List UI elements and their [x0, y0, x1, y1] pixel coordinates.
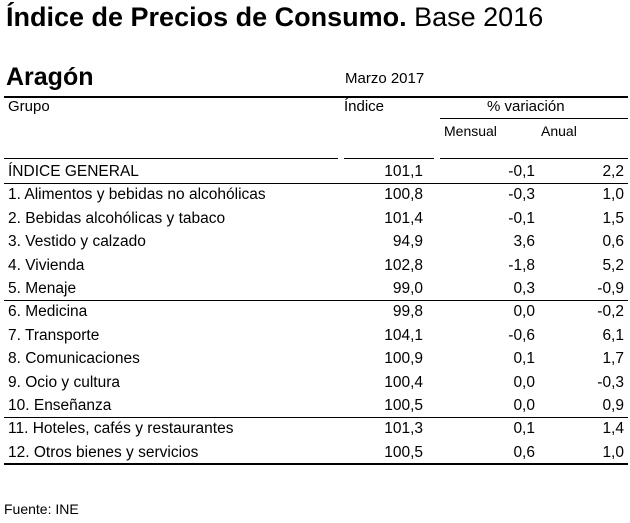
row-monthly: -0,1 — [508, 163, 535, 180]
row-monthly: 0,0 — [513, 373, 535, 391]
row-name: 5. Menaje — [8, 280, 77, 297]
header-bottom-rule — [4, 158, 338, 159]
table-row: 5. Menaje 99,0 0,3 -0,9 — [0, 277, 630, 300]
header-index: Índice — [344, 98, 385, 115]
row-annual: -0,3 — [597, 373, 624, 391]
row-monthly: 3,6 — [513, 233, 535, 251]
row-monthly: 0,6 — [513, 443, 535, 461]
row-monthly: -0,3 — [508, 186, 535, 204]
row-index: 94,9 — [392, 233, 423, 251]
row-index: 99,0 — [392, 280, 423, 297]
row-monthly: 0,0 — [513, 397, 535, 414]
row-separator — [4, 417, 628, 418]
row-annual: 1,4 — [602, 420, 624, 438]
row-index: 100,4 — [384, 373, 423, 391]
table-row: 3. Vestido y calzado 94,9 3,6 0,6 — [0, 230, 630, 253]
row-name: 6. Medicina — [8, 303, 88, 321]
row-annual: 2,2 — [602, 163, 624, 180]
table-row: 7. Transporte 104,1 -0,6 6,1 — [0, 324, 630, 347]
row-index: 101,3 — [384, 420, 423, 438]
page-title: Índice de Precios de Consumo. Base 2016 — [6, 2, 543, 33]
row-monthly: 0,0 — [513, 303, 535, 321]
table-row: 4. Vivienda 102,8 -1,8 5,2 — [0, 254, 630, 277]
row-index: 100,5 — [384, 397, 423, 414]
row-annual: 6,1 — [602, 326, 624, 344]
table-row: 8. Comunicaciones 100,9 0,1 1,7 — [0, 347, 630, 370]
region-label: Aragón — [6, 63, 94, 91]
row-name: 7. Transporte — [8, 326, 100, 344]
table-row: 12. Otros bienes y servicios 100,5 0,6 1,0 — [0, 441, 630, 464]
row-annual: 0,9 — [602, 397, 624, 414]
header-monthly: Mensual — [444, 123, 497, 139]
table-row: ÍNDICE GENERAL 101,1 -0,1 2,2 — [0, 160, 630, 183]
table-row: 11. Hoteles, cafés y restaurantes 101,3 0,… — [0, 417, 630, 440]
row-name: 10. Enseñanza — [8, 397, 112, 414]
header-group: Grupo — [8, 98, 50, 115]
variation-rule — [440, 118, 628, 119]
row-name: ÍNDICE GENERAL — [8, 163, 139, 180]
row-index: 102,8 — [384, 256, 423, 274]
table-row: 2. Bebidas alcohólicas y tabaco 101,4 -0,1… — [0, 207, 630, 230]
row-index: 101,4 — [384, 209, 423, 227]
row-annual: 1,7 — [602, 350, 624, 368]
row-monthly: -1,8 — [508, 256, 535, 274]
row-monthly: -0,6 — [508, 326, 535, 344]
row-index: 100,5 — [384, 443, 423, 461]
row-index: 99,8 — [392, 303, 423, 321]
row-name: 1. Alimentos y bebidas no alcohólicas — [8, 186, 266, 204]
row-monthly: -0,1 — [508, 209, 535, 227]
row-name: 4. Vivienda — [8, 256, 85, 274]
table-top-rule — [4, 96, 628, 98]
row-index: 100,9 — [384, 350, 423, 368]
row-name: 3. Vestido y calzado — [8, 233, 146, 251]
title-base: Base 2016 — [414, 2, 544, 32]
header-variation: % variación — [487, 98, 565, 115]
table-row: 10. Enseñanza 100,5 0,0 0,9 — [0, 394, 630, 417]
row-annual: 1,0 — [602, 186, 624, 204]
header-bottom-rule — [344, 158, 434, 159]
row-name: 2. Bebidas alcohólicas y tabaco — [8, 209, 226, 227]
title-main: Índice de Precios de Consumo. — [6, 2, 407, 32]
period-label: Marzo 2017 — [345, 70, 425, 87]
row-annual: 5,2 — [602, 256, 624, 274]
header-bottom-rule — [440, 158, 628, 159]
row-annual: 1,0 — [602, 443, 624, 461]
row-monthly: 0,3 — [513, 280, 535, 297]
row-separator — [4, 183, 628, 184]
row-monthly: 0,1 — [513, 350, 535, 368]
table-row: 1. Alimentos y bebidas no alcohólicas 100… — [0, 183, 630, 206]
row-name: 9. Ocio y cultura — [8, 373, 120, 391]
row-index: 100,8 — [384, 186, 423, 204]
row-name: 12. Otros bienes y servicios — [8, 443, 199, 461]
row-name: 8. Comunicaciones — [8, 350, 140, 368]
row-name: 11. Hoteles, cafés y restaurantes — [8, 420, 234, 438]
table-row: 9. Ocio y cultura 100,4 0,0 -0,3 — [0, 371, 630, 394]
row-separator — [4, 300, 628, 301]
row-index: 101,1 — [384, 163, 423, 180]
row-index: 104,1 — [384, 326, 423, 344]
header-annual: Anual — [541, 123, 577, 139]
row-annual: -0,9 — [597, 280, 624, 297]
row-monthly: 0,1 — [513, 420, 535, 438]
source-note: Fuente: INE — [4, 501, 79, 517]
table-row: 6. Medicina 99,8 0,0 -0,2 — [0, 300, 630, 323]
table-bottom-rule — [4, 463, 628, 465]
row-annual: -0,2 — [597, 303, 624, 321]
row-annual: 1,5 — [602, 209, 624, 227]
row-annual: 0,6 — [602, 233, 624, 251]
